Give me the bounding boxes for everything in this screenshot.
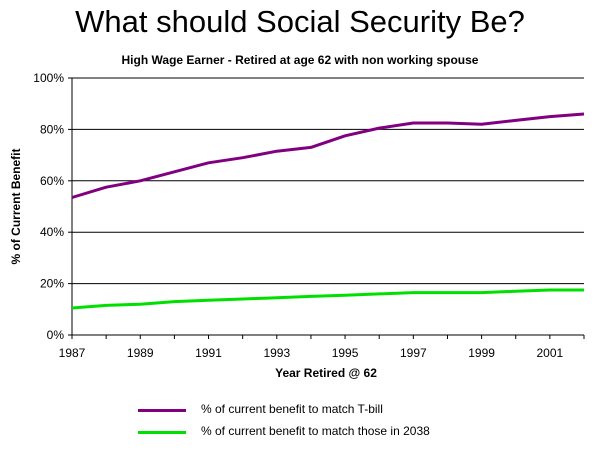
y-tick-labels: 0% 20% 40% 60% 80% 100% — [33, 71, 64, 342]
x-tick-labels: 1987 1989 1991 1993 1995 1997 1999 2001 — [59, 346, 564, 360]
x-tick-label: 1997 — [400, 346, 427, 360]
series-line — [71, 112, 585, 199]
legend-swatch-tbill — [138, 409, 186, 412]
legend-swatch-2038 — [138, 431, 186, 434]
chart-title: What should Social Security Be? — [75, 4, 525, 39]
x-tick-label: 1999 — [468, 346, 495, 360]
y-tick-label: 40% — [40, 225, 64, 239]
gridlines — [72, 77, 584, 285]
y-tick-label: 20% — [40, 277, 64, 291]
x-tick-label: 1991 — [195, 346, 222, 360]
legend-label-tbill: % of current benefit to match T-bill — [201, 402, 383, 416]
x-axis-label: Year Retired @ 62 — [275, 366, 377, 380]
x-tick-label: 1995 — [332, 346, 359, 360]
y-tick-label: 100% — [33, 71, 64, 85]
legend-item-tbill: % of current benefit to match T-bill — [138, 402, 498, 420]
x-tick-label: 1989 — [127, 346, 154, 360]
x-tick-label: 1987 — [59, 346, 86, 360]
y-axis-label: % of Current Benefit — [9, 148, 23, 264]
axes — [68, 77, 585, 339]
series-line — [71, 288, 584, 310]
series-lines — [71, 112, 585, 310]
x-tick-label: 1993 — [263, 346, 290, 360]
y-tick-label: 80% — [40, 122, 64, 136]
x-tick-label: 2001 — [537, 346, 564, 360]
y-tick-label: 60% — [40, 174, 64, 188]
legend-item-2038: % of current benefit to match those in 2… — [138, 424, 498, 442]
legend-label-2038: % of current benefit to match those in 2… — [201, 424, 430, 438]
y-tick-label: 0% — [47, 328, 65, 342]
chart-subtitle: High Wage Earner - Retired at age 62 wit… — [121, 53, 479, 67]
